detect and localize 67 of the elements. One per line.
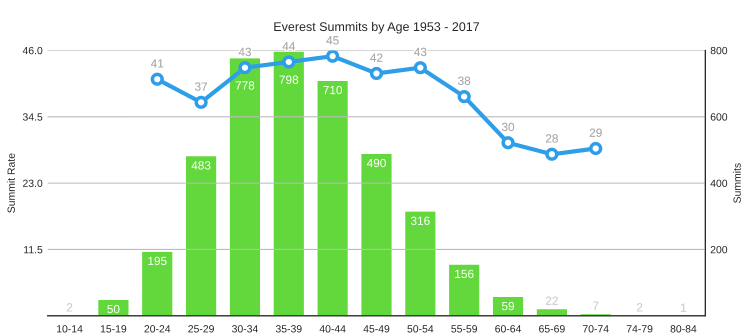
- data-label: 37: [194, 82, 208, 91]
- data-label: 29: [590, 128, 602, 137]
- x-tick-label: 55-59: [451, 325, 478, 333]
- x-tick-label: 25-29: [188, 325, 214, 333]
- point: [414, 61, 427, 74]
- x-tick-label: 40-44: [320, 325, 346, 333]
- bar: [184, 154, 218, 316]
- bar: [316, 80, 350, 316]
- x-tick-label: 50-54: [407, 325, 434, 333]
- data-label: 44: [282, 42, 296, 50]
- y-tick-label: 34.5: [22, 113, 42, 121]
- data-label: 41: [150, 59, 164, 68]
- data-label: 710: [323, 86, 342, 94]
- y2-tick-label: 200: [710, 246, 728, 254]
- chart-title: Everest Summits by Age 1953 - 2017: [274, 22, 480, 34]
- bar: [535, 308, 568, 316]
- y2-tick-label: 400: [710, 180, 728, 187]
- data-label: 28: [546, 134, 558, 143]
- data-label: 490: [366, 158, 386, 168]
- y-tick-label: 23.0: [23, 180, 42, 187]
- y-tick-label: 46.0: [22, 46, 42, 54]
- bar: [404, 210, 437, 316]
- data-label: 42: [370, 54, 382, 62]
- data-label: 483: [192, 161, 210, 170]
- point: [589, 142, 602, 156]
- x-tick-label: 60-64: [495, 325, 522, 333]
- point: [458, 90, 471, 104]
- x-tick-label: 30-34: [232, 325, 258, 333]
- x-tick-label: 15-19: [100, 325, 126, 333]
- y2-axis-title: Summits: [733, 163, 741, 203]
- x-tick-label: 10-14: [57, 325, 83, 333]
- x-tick-label: 65-69: [539, 325, 565, 333]
- y2-tick-label: 800: [710, 46, 728, 54]
- bar: [448, 263, 481, 316]
- data-label: 45: [326, 36, 339, 45]
- data-label: 59: [502, 302, 514, 310]
- x-tick-label: 20-24: [144, 325, 170, 333]
- point: [238, 61, 252, 74]
- bar: [360, 152, 393, 316]
- point: [282, 55, 296, 69]
- x-tick-label: 74-79: [626, 325, 652, 333]
- bar: [140, 250, 174, 316]
- bar: [492, 296, 525, 316]
- data-label: 50: [107, 304, 120, 314]
- x-tick-label: 35-39: [276, 325, 302, 333]
- point: [326, 50, 340, 63]
- data-label: 30: [502, 122, 514, 132]
- y2-tick-label: 600: [710, 113, 728, 121]
- y-tick-label: 11.5: [24, 246, 42, 254]
- y-axis-title: Summit Rate: [7, 153, 15, 213]
- data-label: 778: [236, 81, 254, 90]
- data-label: 316: [410, 216, 430, 225]
- bar: [96, 298, 130, 316]
- data-label: 195: [148, 256, 167, 266]
- data-label: 156: [455, 270, 474, 278]
- bar: [228, 57, 262, 316]
- point: [370, 66, 384, 80]
- point: [150, 72, 164, 86]
- x-tick-label: 70-74: [582, 325, 609, 333]
- point: [194, 96, 208, 109]
- data-label: 798: [280, 76, 298, 84]
- point: [545, 148, 558, 161]
- x-tick-label: 45-49: [363, 325, 390, 333]
- bar: [272, 50, 306, 316]
- data-label: 38: [458, 76, 470, 85]
- point: [501, 136, 515, 150]
- x-tick-label: 80-84: [670, 325, 696, 333]
